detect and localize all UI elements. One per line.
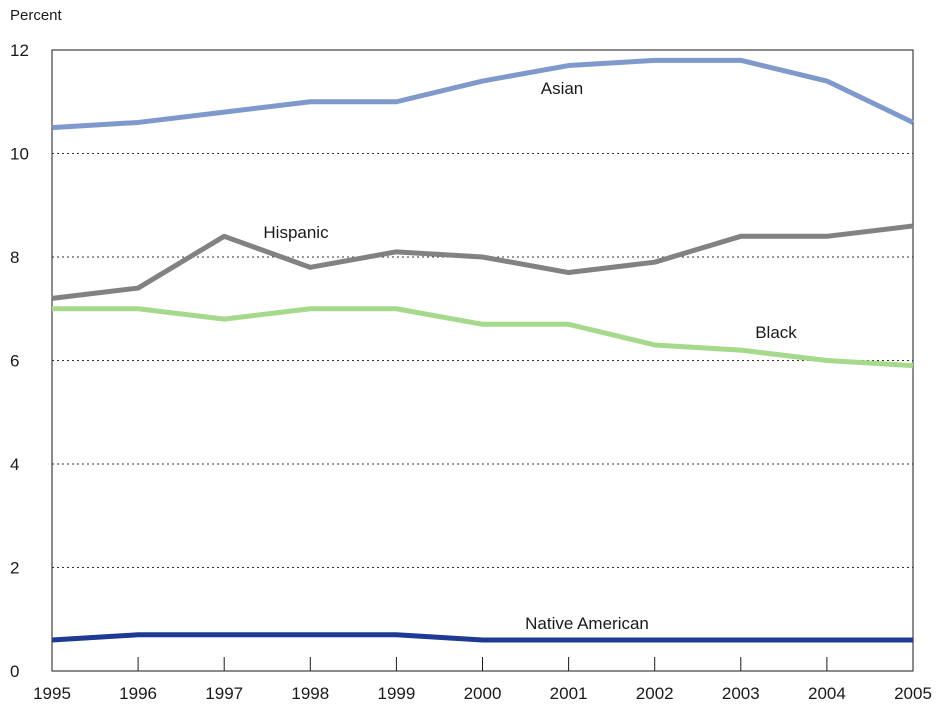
x-tick-label-2003: 2003 — [722, 684, 760, 703]
x-tick-labels: 1995 1996 1997 1998 1999 2000 2001 2002 2003 2004… — [33, 684, 932, 703]
series-line-hispanic — [51, 223, 914, 301]
x-tick-label-1996: 1996 — [119, 684, 157, 703]
y-tick-label-4: 4 — [10, 455, 19, 474]
series-labels: Asian Hispanic Black Native American — [263, 79, 797, 633]
x-tick-label-2004: 2004 — [808, 684, 846, 703]
series-label-native-american: Native American — [525, 614, 649, 633]
series-label-black: Black — [755, 323, 797, 342]
y-axis-label: Percent — [10, 7, 63, 24]
y-tick-label-6: 6 — [10, 352, 19, 371]
y-tick-label-2: 2 — [10, 559, 19, 578]
series-lines — [51, 57, 915, 643]
series-label-asian: Asian — [541, 79, 584, 98]
x-tick-label-1997: 1997 — [205, 684, 243, 703]
x-tick-label-2002: 2002 — [636, 684, 674, 703]
series-line-native-american — [51, 632, 913, 643]
series-line-asian — [51, 57, 915, 131]
x-tick-label-2001: 2001 — [550, 684, 588, 703]
y-tick-label-0: 0 — [10, 662, 19, 681]
series-line-black — [52, 306, 914, 369]
y-tick-label-10: 10 — [10, 145, 29, 164]
series-label-hispanic: Hispanic — [263, 223, 329, 242]
x-tick-label-2000: 2000 — [464, 684, 502, 703]
x-tick-label-1999: 1999 — [377, 684, 415, 703]
axis-ticks — [51, 657, 914, 671]
x-tick-label-2005: 2005 — [894, 684, 932, 703]
y-tick-label-8: 8 — [10, 248, 19, 267]
y-tick-labels: 0 2 4 6 8 10 12 — [10, 41, 29, 681]
x-tick-label-1998: 1998 — [291, 684, 329, 703]
y-tick-label-12: 12 — [10, 41, 29, 60]
x-tick-label-1995: 1995 — [33, 684, 71, 703]
gridlines — [52, 153, 913, 568]
